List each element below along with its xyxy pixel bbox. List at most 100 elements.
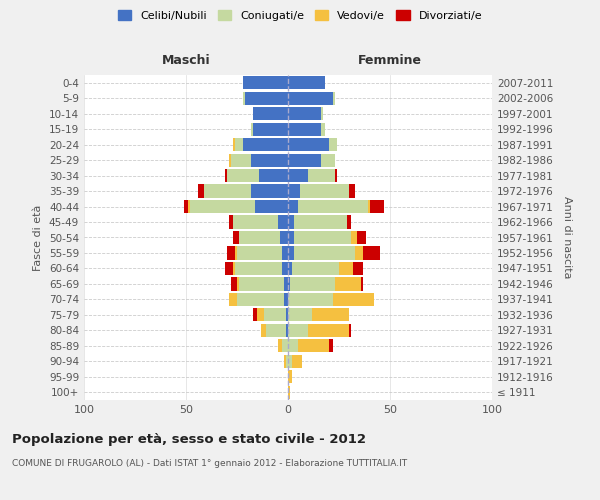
Bar — [298, 200, 368, 213]
Bar — [320, 107, 323, 120]
Bar — [288, 92, 333, 105]
Bar — [235, 246, 237, 260]
Bar — [288, 107, 320, 120]
Bar — [333, 293, 374, 306]
Bar — [259, 169, 288, 182]
Bar — [257, 308, 263, 322]
Bar — [288, 262, 292, 275]
Bar — [288, 154, 320, 166]
Bar — [288, 354, 292, 368]
Bar — [294, 246, 355, 260]
Bar — [286, 308, 288, 322]
Bar — [288, 293, 333, 306]
Bar — [233, 262, 235, 275]
Bar — [298, 340, 329, 352]
Bar — [333, 92, 335, 105]
Bar — [349, 184, 355, 198]
Bar — [335, 169, 337, 182]
Text: Maschi: Maschi — [161, 54, 211, 68]
Bar — [286, 324, 288, 337]
Bar — [308, 324, 349, 337]
Bar — [364, 246, 380, 260]
Bar — [284, 293, 288, 306]
Bar — [288, 122, 320, 136]
Text: Popolazione per età, sesso e stato civile - 2012: Popolazione per età, sesso e stato civil… — [12, 432, 366, 446]
Y-axis label: Fasce di età: Fasce di età — [34, 204, 43, 270]
Bar — [288, 340, 298, 352]
Bar — [188, 200, 190, 213]
Bar — [245, 92, 288, 105]
Bar — [233, 216, 278, 228]
Bar — [227, 169, 259, 182]
Bar — [288, 200, 298, 213]
Text: Femmine: Femmine — [358, 54, 422, 68]
Bar — [253, 308, 257, 322]
Bar — [243, 76, 288, 90]
Bar — [184, 200, 188, 213]
Bar — [278, 340, 282, 352]
Bar — [282, 262, 288, 275]
Bar — [349, 324, 351, 337]
Bar — [239, 231, 280, 244]
Y-axis label: Anni di nascita: Anni di nascita — [562, 196, 572, 279]
Bar — [229, 154, 231, 166]
Bar — [290, 278, 335, 290]
Text: COMUNE DI FRUGAROLO (AL) - Dati ISTAT 1° gennaio 2012 - Elaborazione TUTTITALIA.: COMUNE DI FRUGAROLO (AL) - Dati ISTAT 1°… — [12, 459, 407, 468]
Bar — [253, 107, 288, 120]
Bar — [368, 200, 370, 213]
Bar — [239, 278, 284, 290]
Bar — [286, 354, 288, 368]
Bar — [351, 231, 358, 244]
Bar — [288, 184, 300, 198]
Bar — [288, 246, 294, 260]
Bar — [288, 169, 308, 182]
Bar — [313, 308, 349, 322]
Bar — [284, 278, 288, 290]
Bar — [278, 216, 288, 228]
Bar — [288, 138, 329, 151]
Bar — [253, 122, 288, 136]
Bar — [266, 324, 286, 337]
Bar — [292, 354, 302, 368]
Bar — [282, 246, 288, 260]
Legend: Celibi/Nubili, Coniugati/e, Vedovi/e, Divorziati/e: Celibi/Nubili, Coniugati/e, Vedovi/e, Di… — [113, 6, 487, 25]
Bar — [284, 354, 286, 368]
Bar — [237, 246, 282, 260]
Bar — [205, 184, 251, 198]
Bar — [280, 231, 288, 244]
Bar — [288, 386, 290, 399]
Bar — [335, 278, 361, 290]
Bar — [288, 324, 308, 337]
Bar — [288, 231, 294, 244]
Bar — [243, 138, 288, 151]
Bar — [233, 231, 239, 244]
Bar — [227, 246, 235, 260]
Bar — [358, 231, 365, 244]
Bar — [292, 262, 339, 275]
Bar — [231, 154, 251, 166]
Bar — [288, 308, 313, 322]
Bar — [235, 138, 243, 151]
Bar — [361, 278, 364, 290]
Bar — [288, 76, 325, 90]
Bar — [235, 262, 282, 275]
Bar — [320, 122, 325, 136]
Bar — [294, 216, 347, 228]
Bar — [233, 138, 235, 151]
Bar — [288, 370, 292, 384]
Bar — [347, 216, 351, 228]
Bar — [237, 293, 284, 306]
Bar — [262, 324, 266, 337]
Bar — [229, 293, 237, 306]
Bar — [198, 184, 205, 198]
Bar — [300, 184, 349, 198]
Bar — [329, 340, 333, 352]
Bar — [251, 154, 288, 166]
Bar — [263, 308, 286, 322]
Bar — [237, 278, 239, 290]
Bar — [288, 278, 290, 290]
Bar — [251, 122, 253, 136]
Bar — [225, 262, 233, 275]
Bar — [282, 340, 288, 352]
Bar — [229, 216, 233, 228]
